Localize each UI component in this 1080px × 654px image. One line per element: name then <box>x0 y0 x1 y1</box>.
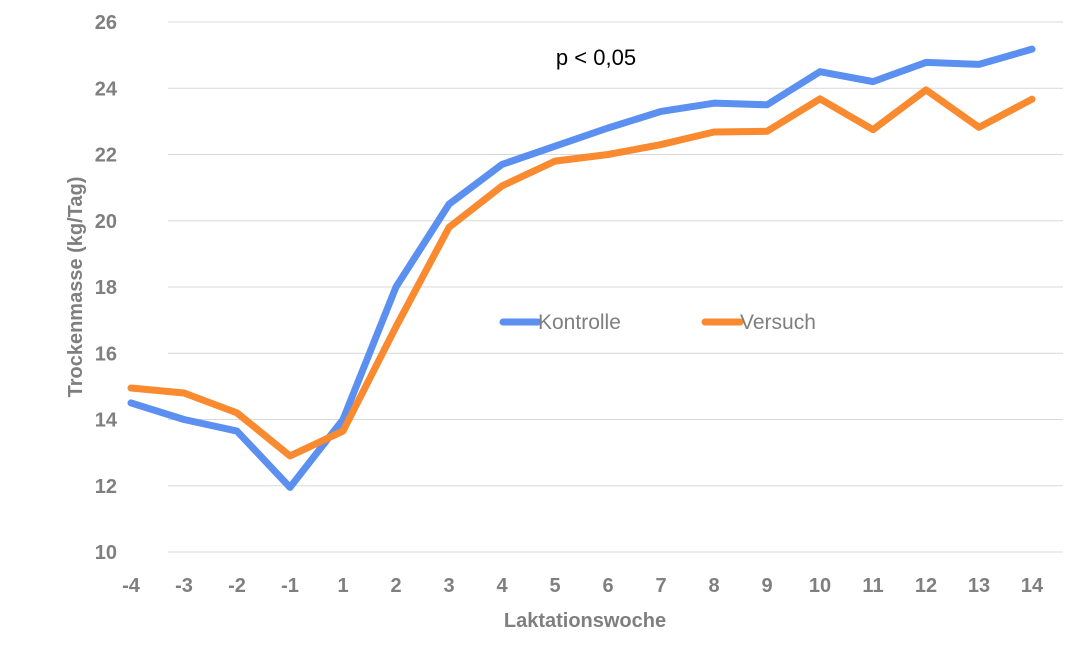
x-tick-label: 12 <box>915 575 937 597</box>
x-tick-label: -3 <box>175 575 193 597</box>
x-tick-label: 4 <box>496 575 508 597</box>
x-axis-title: Laktationswoche <box>504 610 666 632</box>
y-tick-label: 10 <box>95 542 117 564</box>
y-axis-title: Trockenmasse (kg/Tag) <box>65 177 87 398</box>
x-tick-label: 9 <box>761 575 772 597</box>
y-tick-label: 20 <box>95 211 117 233</box>
significance-annotation: p < 0,05 <box>556 45 636 70</box>
x-tick-label: -2 <box>228 575 246 597</box>
gridlines <box>168 21 1063 553</box>
x-tick-label: 3 <box>443 575 454 597</box>
y-tick-label: 22 <box>95 145 117 167</box>
x-tick-label: 13 <box>968 575 990 597</box>
y-tick-label: 12 <box>95 476 117 498</box>
legend-label-kontrolle: Kontrolle <box>538 311 621 334</box>
x-tick-label: 6 <box>602 575 613 597</box>
y-tick-label: 26 <box>95 12 117 34</box>
y-tick-label: 14 <box>95 410 118 432</box>
x-tick-label: -4 <box>122 575 141 597</box>
legend-label-versuch: Versuch <box>740 311 816 334</box>
y-axis-ticks: 10 12 14 16 18 20 22 24 26 <box>95 12 118 564</box>
series-line-kontrolle <box>127 45 1036 491</box>
x-tick-label: 2 <box>390 575 401 597</box>
x-tick-label: 5 <box>549 575 560 597</box>
y-tick-label: 16 <box>95 343 117 365</box>
y-tick-label: 24 <box>95 78 118 100</box>
x-tick-label: 14 <box>1021 575 1044 597</box>
x-tick-label: 7 <box>655 575 666 597</box>
y-tick-label: 18 <box>95 277 117 299</box>
x-tick-label: 1 <box>337 575 348 597</box>
x-tick-label: 11 <box>862 575 883 597</box>
x-axis-ticks: -4 -3 -2 -1 1 2 3 4 5 6 7 8 9 10 11 12 13 14 <box>122 575 1044 597</box>
series-lines <box>127 45 1036 491</box>
x-tick-label: -1 <box>281 575 299 597</box>
x-tick-label: 10 <box>809 575 831 597</box>
legend: Kontrolle Versuch <box>499 311 816 334</box>
x-tick-label: 8 <box>708 575 719 597</box>
series-line-versuch <box>127 86 1036 460</box>
